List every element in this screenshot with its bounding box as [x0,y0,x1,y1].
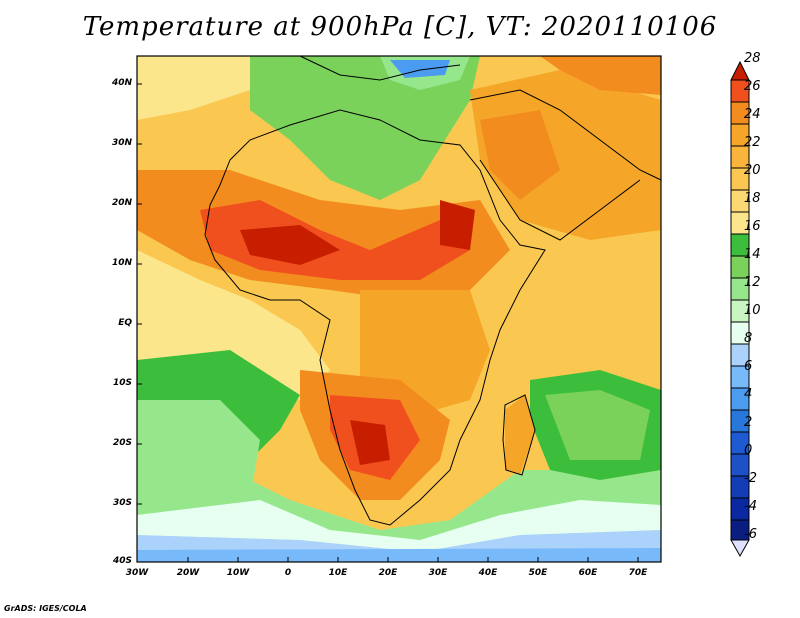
y-tick-label: EQ [118,318,132,328]
colorbar-label: 10 [744,303,761,318]
colorbar-label: 24 [744,107,761,122]
y-tick-label: 20N [111,198,132,208]
credit-text: GrADS: IGES/COLA [4,604,87,613]
x-tick-label: 10W [226,568,250,578]
colorbar-label: 18 [744,191,761,206]
colorbar-label: 2 [744,415,753,430]
colorbar [730,60,750,558]
colorbar-label: -4 [744,499,757,514]
colorbar-label: 14 [744,247,761,262]
colorbar-bottom-triangle [730,539,750,558]
temperature-field [137,56,661,562]
y-tick-label: 30N [111,138,132,148]
colorbar-label: 16 [744,219,761,234]
map-title: Temperature at 900hPa [C], VT: 202011010… [82,12,718,42]
colorbar-label: -2 [744,471,757,486]
x-tick-label: 40E [478,568,498,578]
y-tick-label: 40N [111,78,132,88]
x-tick-label: 50E [528,568,548,578]
y-tick-label: 30S [112,498,132,508]
colorbar-label: -6 [744,527,757,542]
x-tick-label: 10E [328,568,348,578]
axis-ticks [137,83,639,562]
coastlines [204,55,662,526]
y-tick-label: 10N [111,258,132,268]
x-tick-label: 60E [578,568,598,578]
colorbar-label: 12 [744,275,761,290]
colorbar-label: 6 [744,359,753,374]
y-tick-label: 20S [112,438,132,448]
x-tick-label: 20W [176,568,200,578]
x-tick-label: 70E [628,568,648,578]
colorbar-label: 0 [744,443,753,458]
colorbar-label: 26 [744,79,761,94]
y-tick-label: 10S [112,378,132,388]
map-frame [136,55,662,563]
y-tick-label: 40S [112,556,132,566]
x-tick-label: 30E [428,568,448,578]
colorbar-label: 22 [744,135,761,150]
x-tick-label: 20E [378,568,398,578]
colorbar-label: 4 [744,387,753,402]
colorbar-label: 8 [744,331,753,346]
colorbar-label: 20 [744,163,761,178]
x-tick-label: 0 [284,568,292,578]
colorbar-label: 28 [744,51,761,66]
x-tick-label: 30W [125,568,149,578]
